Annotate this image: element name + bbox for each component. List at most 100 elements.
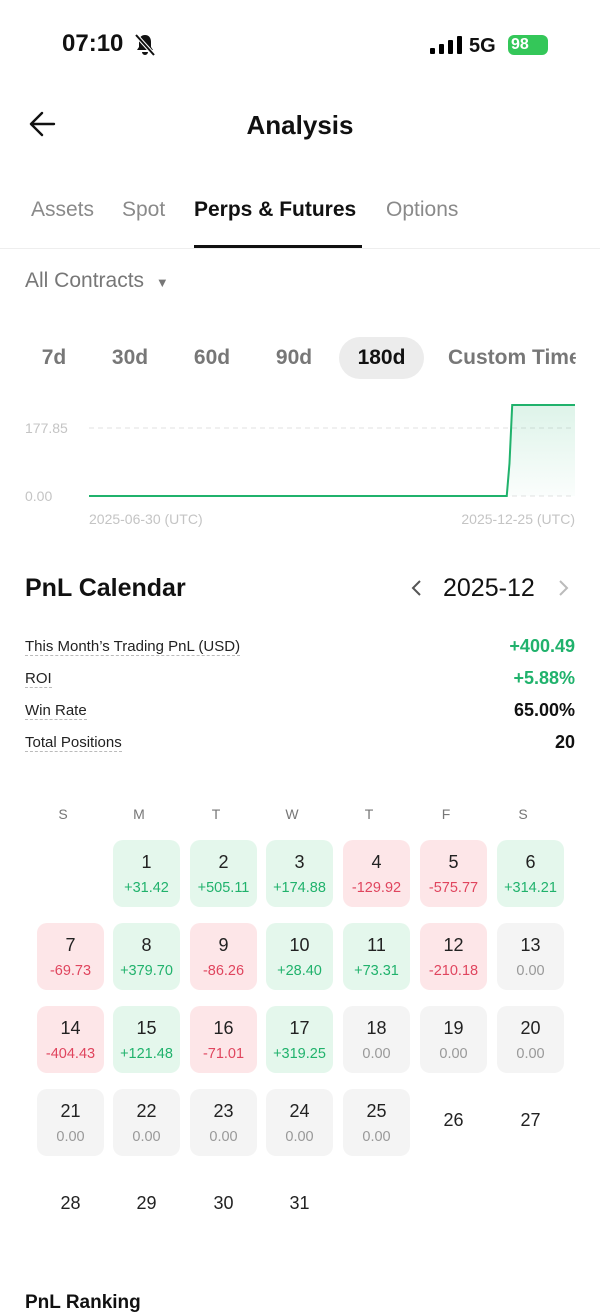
day-pnl: -129.92 [351,880,402,896]
day-cell[interactable]: 8 +379.70 [113,923,180,990]
day-number: 31 [289,1193,310,1213]
day-pnl: -69.73 [49,963,92,979]
day-number: 16 [213,1018,234,1038]
day-number: 28 [60,1193,81,1213]
line-area [506,405,575,496]
day-cell[interactable]: 5 -575.77 [420,840,487,907]
next-month[interactable] [556,578,570,598]
stat-label: This Month’s Trading PnL (USD) [25,638,241,656]
day-cell[interactable]: 10 +28.40 [266,923,333,990]
day-number: 26 [443,1110,464,1130]
battery: 98 [508,35,548,55]
day-cell[interactable]: 30 [190,1172,257,1239]
day-cell[interactable]: 16 -71.01 [190,1006,257,1073]
day-pnl: -210.18 [428,963,479,979]
day-cell[interactable]: 15 +121.48 [113,1006,180,1073]
day-pnl: 0.00 [132,1129,161,1145]
pnl-chart: 0.00 177.85 2025-06-30 (UTC) 2025-12-25 (UT… [25,404,575,527]
day-pnl: 0.00 [362,1129,391,1145]
day-pnl: +174.88 [273,880,326,896]
calendar-month: 2025-12 [443,574,535,602]
day-number: 2 [218,852,229,872]
day-cell[interactable]: 18 0.00 [343,1006,410,1073]
day-cell[interactable]: 11 +73.31 [343,923,410,990]
day-cell[interactable]: 21 0.00 [37,1089,104,1156]
tab[interactable]: Assets [31,198,95,221]
section-title: PnL Ranking [25,1292,141,1313]
range-chip[interactable]: 180d [339,337,424,379]
back-button[interactable] [28,110,58,138]
day-cell[interactable]: 26 [420,1089,487,1156]
day-cell[interactable]: 28 [37,1172,104,1239]
day-number: 18 [366,1018,387,1038]
day-pnl: +319.25 [273,1046,326,1062]
day-cell[interactable]: 19 0.00 [420,1006,487,1073]
y-tick-label: 177.85 [25,420,68,436]
tab[interactable]: Spot [122,198,166,221]
tab[interactable]: Options [386,198,459,221]
day-cell[interactable]: 31 [266,1172,333,1239]
mute-icon [134,33,156,57]
day-number: 6 [525,852,536,872]
day-cell[interactable]: 22 0.00 [113,1089,180,1156]
weekday: S [518,806,528,822]
prev-month[interactable] [410,578,424,598]
weekday: T [364,806,374,822]
tab[interactable]: Perps & Futures [194,198,357,221]
stat-label: Win Rate [25,702,87,720]
range-chip[interactable]: 7d [41,346,67,369]
stat-value: +5.88% [513,668,575,688]
day-number: 22 [136,1101,157,1121]
day-cell[interactable]: 6 +314.21 [497,840,564,907]
contract-filter[interactable]: All Contracts ▼ [25,269,169,292]
day-cell[interactable]: 23 0.00 [190,1089,257,1156]
day-cell[interactable]: 9 -86.26 [190,923,257,990]
day-cell[interactable]: 7 -69.73 [37,923,104,990]
network: 5G [469,35,496,57]
day-number: 11 [367,935,386,955]
day-cell[interactable]: 3 +174.88 [266,840,333,907]
day-cell[interactable]: 29 [113,1172,180,1239]
day-cell[interactable]: 4 -129.92 [343,840,410,907]
day-cell[interactable]: 17 +319.25 [266,1006,333,1073]
day-number: 3 [294,852,305,872]
range-chip[interactable]: 30d [111,346,149,369]
day-number: 24 [289,1101,310,1121]
day-number: 12 [443,935,464,955]
range-chip[interactable]: 90d [275,346,313,369]
day-number: 9 [218,935,229,955]
range-chip[interactable]: 60d [193,346,231,369]
day-cell[interactable]: 12 -210.18 [420,923,487,990]
day-number: 1 [141,852,152,872]
day-cell[interactable]: 24 0.00 [266,1089,333,1156]
day-cell[interactable]: 1 +31.42 [113,840,180,907]
x-tick-label: 2025-06-30 (UTC) [89,511,203,527]
day-number: 14 [60,1018,81,1038]
day-cell[interactable]: 14 -404.43 [37,1006,104,1073]
day-pnl: 0.00 [209,1129,238,1145]
day-pnl: -575.77 [428,880,479,896]
day-pnl: -86.26 [202,963,245,979]
calendar-title: PnL Calendar [25,574,186,602]
weekday: F [441,806,451,822]
signal-icon [430,36,462,54]
day-cell[interactable]: 20 0.00 [497,1006,564,1073]
day-pnl: 0.00 [285,1129,314,1145]
weekday: T [211,806,221,822]
day-pnl: +73.31 [354,963,399,979]
day-cell[interactable]: 27 [497,1089,564,1156]
day-pnl: +505.11 [197,880,250,896]
day-number: 8 [141,935,152,955]
range-chip[interactable]: Custom Time [448,346,576,369]
day-number: 17 [289,1018,310,1038]
day-cell[interactable]: 2 +505.11 [190,840,257,907]
weekday: M [133,806,145,822]
page-title: Analysis [246,110,354,140]
stat-value: +400.49 [509,636,575,656]
day-cell[interactable]: 13 0.00 [497,923,564,990]
day-cell[interactable]: 25 0.00 [343,1089,410,1156]
day-number: 27 [520,1110,541,1130]
day-number: 23 [213,1101,234,1121]
day-pnl: 0.00 [439,1046,468,1062]
